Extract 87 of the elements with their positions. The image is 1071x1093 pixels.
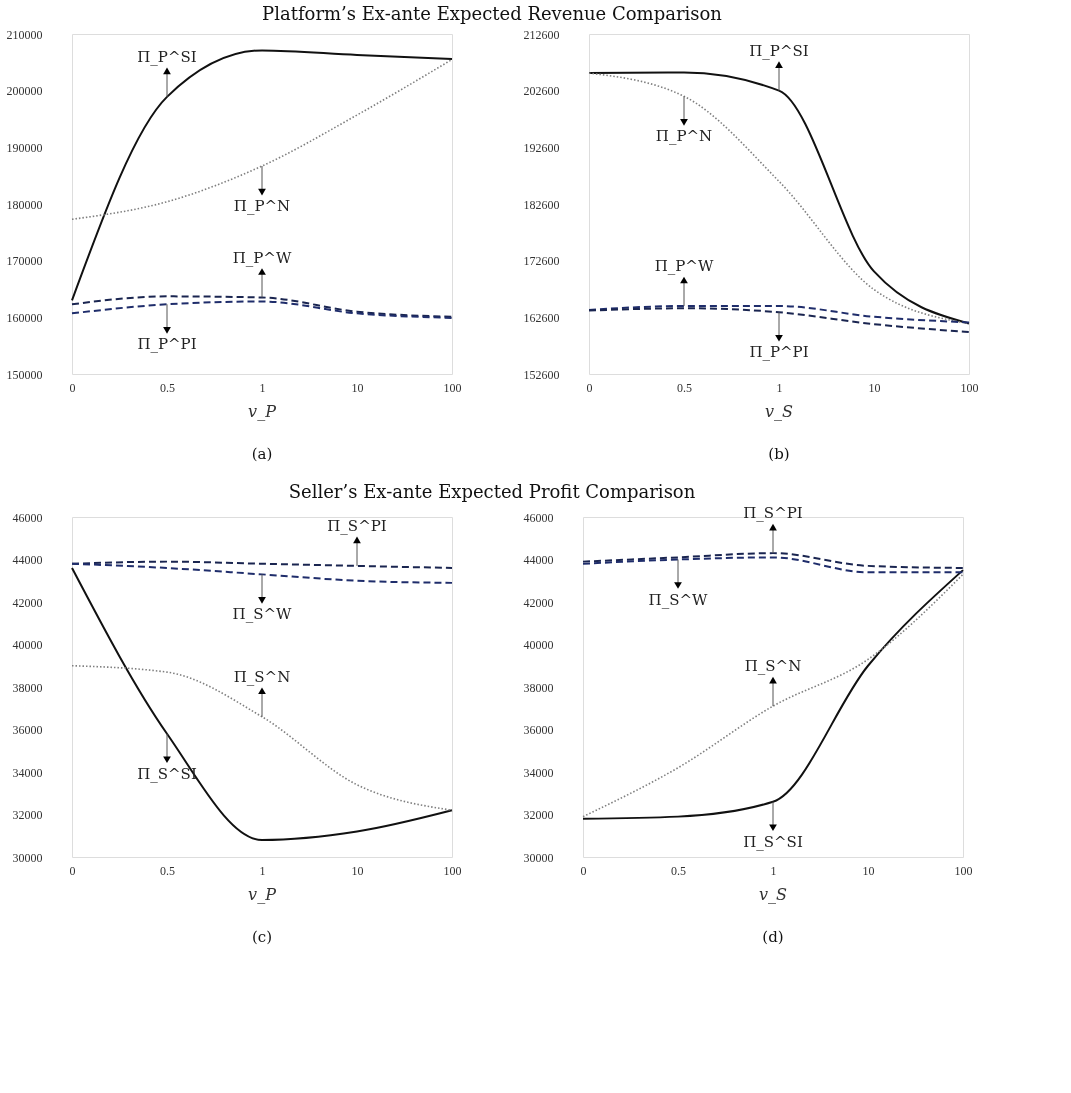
- x-tick-label: 0: [69, 863, 76, 878]
- x-axis-title: v_S: [759, 885, 788, 904]
- x-tick-label: 100: [443, 863, 462, 878]
- annotation: Π_P^N: [233, 197, 291, 216]
- x-tick-label: 0.5: [671, 863, 686, 878]
- text: (a): [251, 445, 273, 463]
- y-tick-label: 44000: [523, 553, 554, 567]
- line-series: [71, 567, 453, 841]
- y-tick-label: 190000: [6, 140, 43, 155]
- annotation: Π_P^SI: [749, 41, 809, 60]
- y-tick-label: 170000: [6, 254, 43, 269]
- annotation: Π_S^W: [232, 605, 292, 624]
- x-tick-label: 100: [954, 863, 973, 878]
- line-series: [588, 305, 970, 324]
- y-tick-label: 38000: [523, 680, 554, 695]
- x-tick-label: 1: [259, 380, 266, 395]
- x-tick-label: 10: [862, 863, 875, 878]
- annotation: Π_P^PI: [749, 343, 809, 362]
- y-tick-label: 42000: [523, 595, 554, 610]
- x-tick-label: 10: [868, 380, 881, 395]
- y-tick-label: 34000: [523, 765, 554, 780]
- line-series: [582, 552, 964, 569]
- x-tick-label: 0.5: [160, 380, 175, 395]
- y-tick-label: 40000: [523, 638, 554, 652]
- line-series: [71, 300, 453, 319]
- y-tick-label: 182600: [523, 197, 560, 212]
- y-tick-label: 160000: [6, 310, 43, 325]
- x-tick-label: 1: [770, 863, 777, 878]
- text: Seller’s Ex-ante Expected Profit Comparison: [288, 480, 696, 502]
- y-tick-label: 210000: [6, 27, 43, 42]
- y-tick-label: 200000: [6, 84, 43, 99]
- y-tick-label: 202600: [523, 84, 560, 99]
- y-tick-label: 38000: [12, 680, 43, 695]
- y-tick-label: 212600: [523, 27, 560, 42]
- y-tick-label: 32000: [12, 808, 43, 822]
- annotation: Π_S^SI: [743, 832, 803, 851]
- annotation: Π_S^N: [233, 667, 291, 686]
- line-series: [71, 562, 453, 584]
- y-tick-label: 34000: [12, 765, 43, 780]
- annotation: Π_P^SI: [137, 47, 197, 66]
- annotation: Π_S^PI: [327, 516, 387, 535]
- y-tick-label: 30000: [523, 850, 554, 865]
- y-tick-label: 192600: [523, 140, 560, 155]
- y-tick-label: 40000: [12, 638, 43, 652]
- x-tick-label: 1: [259, 863, 266, 878]
- line-series: [71, 664, 453, 812]
- text: Platform’s Ex-ante Expected Revenue Comparison: [262, 2, 723, 24]
- annotation: Π_S^W: [648, 590, 708, 609]
- text: (b): [768, 445, 790, 463]
- line-series: [71, 295, 453, 318]
- x-tick-label: 0.5: [160, 863, 175, 878]
- x-tick-label: 10: [351, 863, 364, 878]
- y-tick-label: 32000: [523, 808, 554, 822]
- annotation: Π_P^W: [232, 248, 292, 267]
- annotation: Π_S^PI: [743, 504, 803, 523]
- x-tick-label: 0: [69, 380, 76, 395]
- annotation: Π_P^N: [655, 127, 713, 146]
- y-tick-label: 152600: [523, 367, 560, 382]
- y-tick-label: 162600: [523, 310, 560, 325]
- text: (d): [762, 928, 784, 946]
- y-tick-label: 46000: [12, 510, 43, 525]
- annotation: Π_P^W: [654, 257, 714, 275]
- y-tick-label: 44000: [12, 553, 43, 567]
- text: (c): [251, 928, 273, 946]
- y-tick-label: 36000: [523, 723, 554, 737]
- x-tick-label: 100: [443, 380, 462, 395]
- x-axis-title: v_P: [248, 885, 277, 904]
- annotation: Π_S^N: [744, 657, 802, 676]
- annotation: Π_P^PI: [137, 335, 197, 354]
- y-tick-label: 180000: [6, 197, 43, 212]
- x-axis-title: v_S: [765, 402, 794, 421]
- y-tick-label: 172600: [523, 254, 560, 269]
- x-tick-label: 100: [960, 380, 979, 395]
- x-axis-title: v_P: [248, 402, 277, 421]
- line-series: [588, 307, 970, 334]
- y-tick-label: 36000: [12, 723, 43, 737]
- y-tick-label: 30000: [12, 850, 43, 865]
- x-tick-label: 0: [586, 380, 593, 395]
- line-series: [582, 556, 964, 574]
- y-tick-label: 46000: [523, 510, 554, 525]
- y-tick-label: 42000: [12, 595, 43, 610]
- x-tick-label: 10: [351, 380, 364, 395]
- x-tick-label: 1: [776, 380, 783, 395]
- x-tick-label: 0: [580, 863, 587, 878]
- y-tick-label: 150000: [6, 367, 43, 382]
- x-tick-label: 0.5: [677, 380, 692, 395]
- line-series: [71, 49, 453, 302]
